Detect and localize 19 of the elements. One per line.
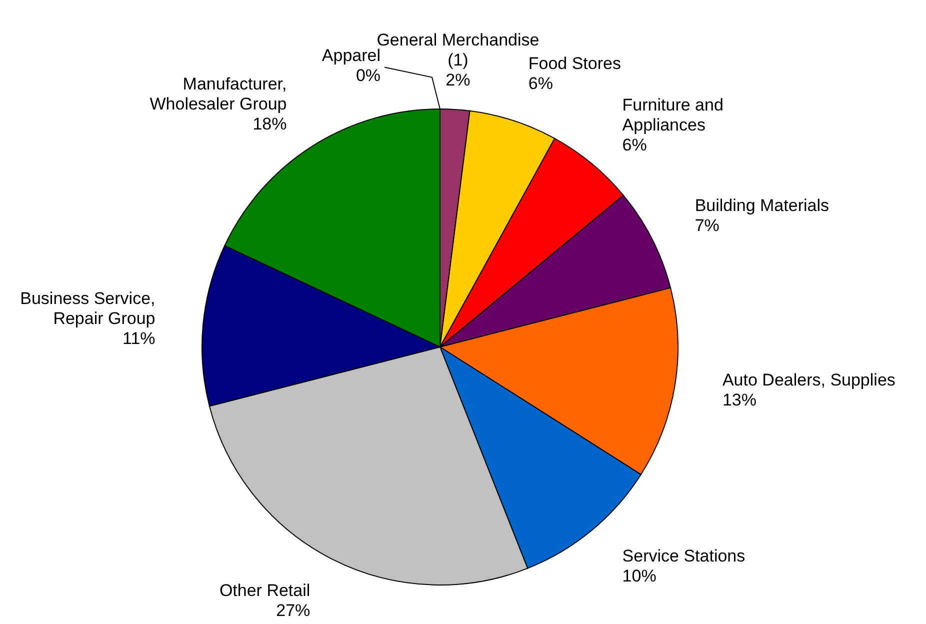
slice-label: Food Stores [528,54,621,74]
data-label: 2% [446,71,470,90]
slice-label: Manufacturer, Wholesaler Group [150,75,287,114]
data-label: 6% [528,74,553,94]
text: 0% [356,66,381,86]
slice-label: Furniture and Appliances [622,96,724,136]
slice-label: Building Materials [694,196,830,216]
slice-label: Other Retail [219,581,310,600]
slice-label: Auto Dealers, Supplies [722,371,896,390]
data-label: 18% [252,115,287,134]
data-label: 7% [694,216,720,236]
data-label: 27% [276,601,310,620]
category-label: Apparel [322,46,381,66]
data-label: 13% [722,391,757,410]
data-label: 6% [622,136,647,156]
slice-label: Service Stations [622,546,746,566]
data-label: 10% [622,566,656,586]
slice-label: Business Service, Repair Group [20,290,156,329]
data-label: 11% [122,330,156,349]
